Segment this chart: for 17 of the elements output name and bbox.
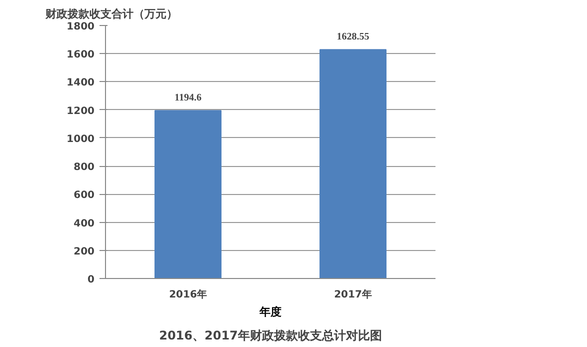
y-tick-label: 0 — [88, 274, 95, 286]
x-tick-label: 2016年 — [169, 288, 207, 300]
y-tick-label: 600 — [74, 190, 95, 202]
data-label: 1194.6 — [174, 92, 202, 104]
y-tick-label: 200 — [74, 246, 95, 258]
y-tick-label: 800 — [74, 162, 95, 174]
y-tick-label: 1200 — [66, 106, 95, 117]
y-axis-title: 财政拨款收支合计（万元） — [44, 8, 178, 20]
y-tick-label: 1600 — [66, 50, 95, 61]
y-tick-label: 1000 — [66, 134, 95, 145]
data-label: 1628.55 — [336, 32, 370, 43]
y-tick-label: 400 — [74, 218, 95, 230]
text: 2016、2017年财政拨款收支总计对比图 — [159, 328, 382, 342]
y-tick-label: 1800 — [66, 22, 95, 32]
x-axis-title: 年度 — [258, 306, 282, 318]
x-tick-label: 2017年 — [334, 288, 372, 300]
y-tick-label: 1400 — [66, 78, 95, 89]
